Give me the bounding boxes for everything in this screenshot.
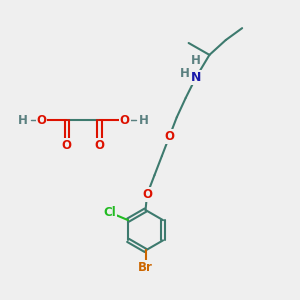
Text: H: H — [139, 114, 148, 127]
Text: O: O — [37, 114, 46, 127]
Text: H: H — [191, 54, 201, 67]
Text: H: H — [18, 114, 28, 127]
Text: Br: Br — [138, 261, 153, 274]
Text: O: O — [94, 139, 104, 152]
Text: O: O — [142, 188, 152, 201]
Text: Cl: Cl — [103, 206, 116, 219]
Text: N: N — [191, 71, 201, 84]
Text: O: O — [164, 130, 174, 143]
Text: H: H — [180, 67, 190, 80]
Text: O: O — [62, 139, 72, 152]
Text: O: O — [120, 114, 130, 127]
